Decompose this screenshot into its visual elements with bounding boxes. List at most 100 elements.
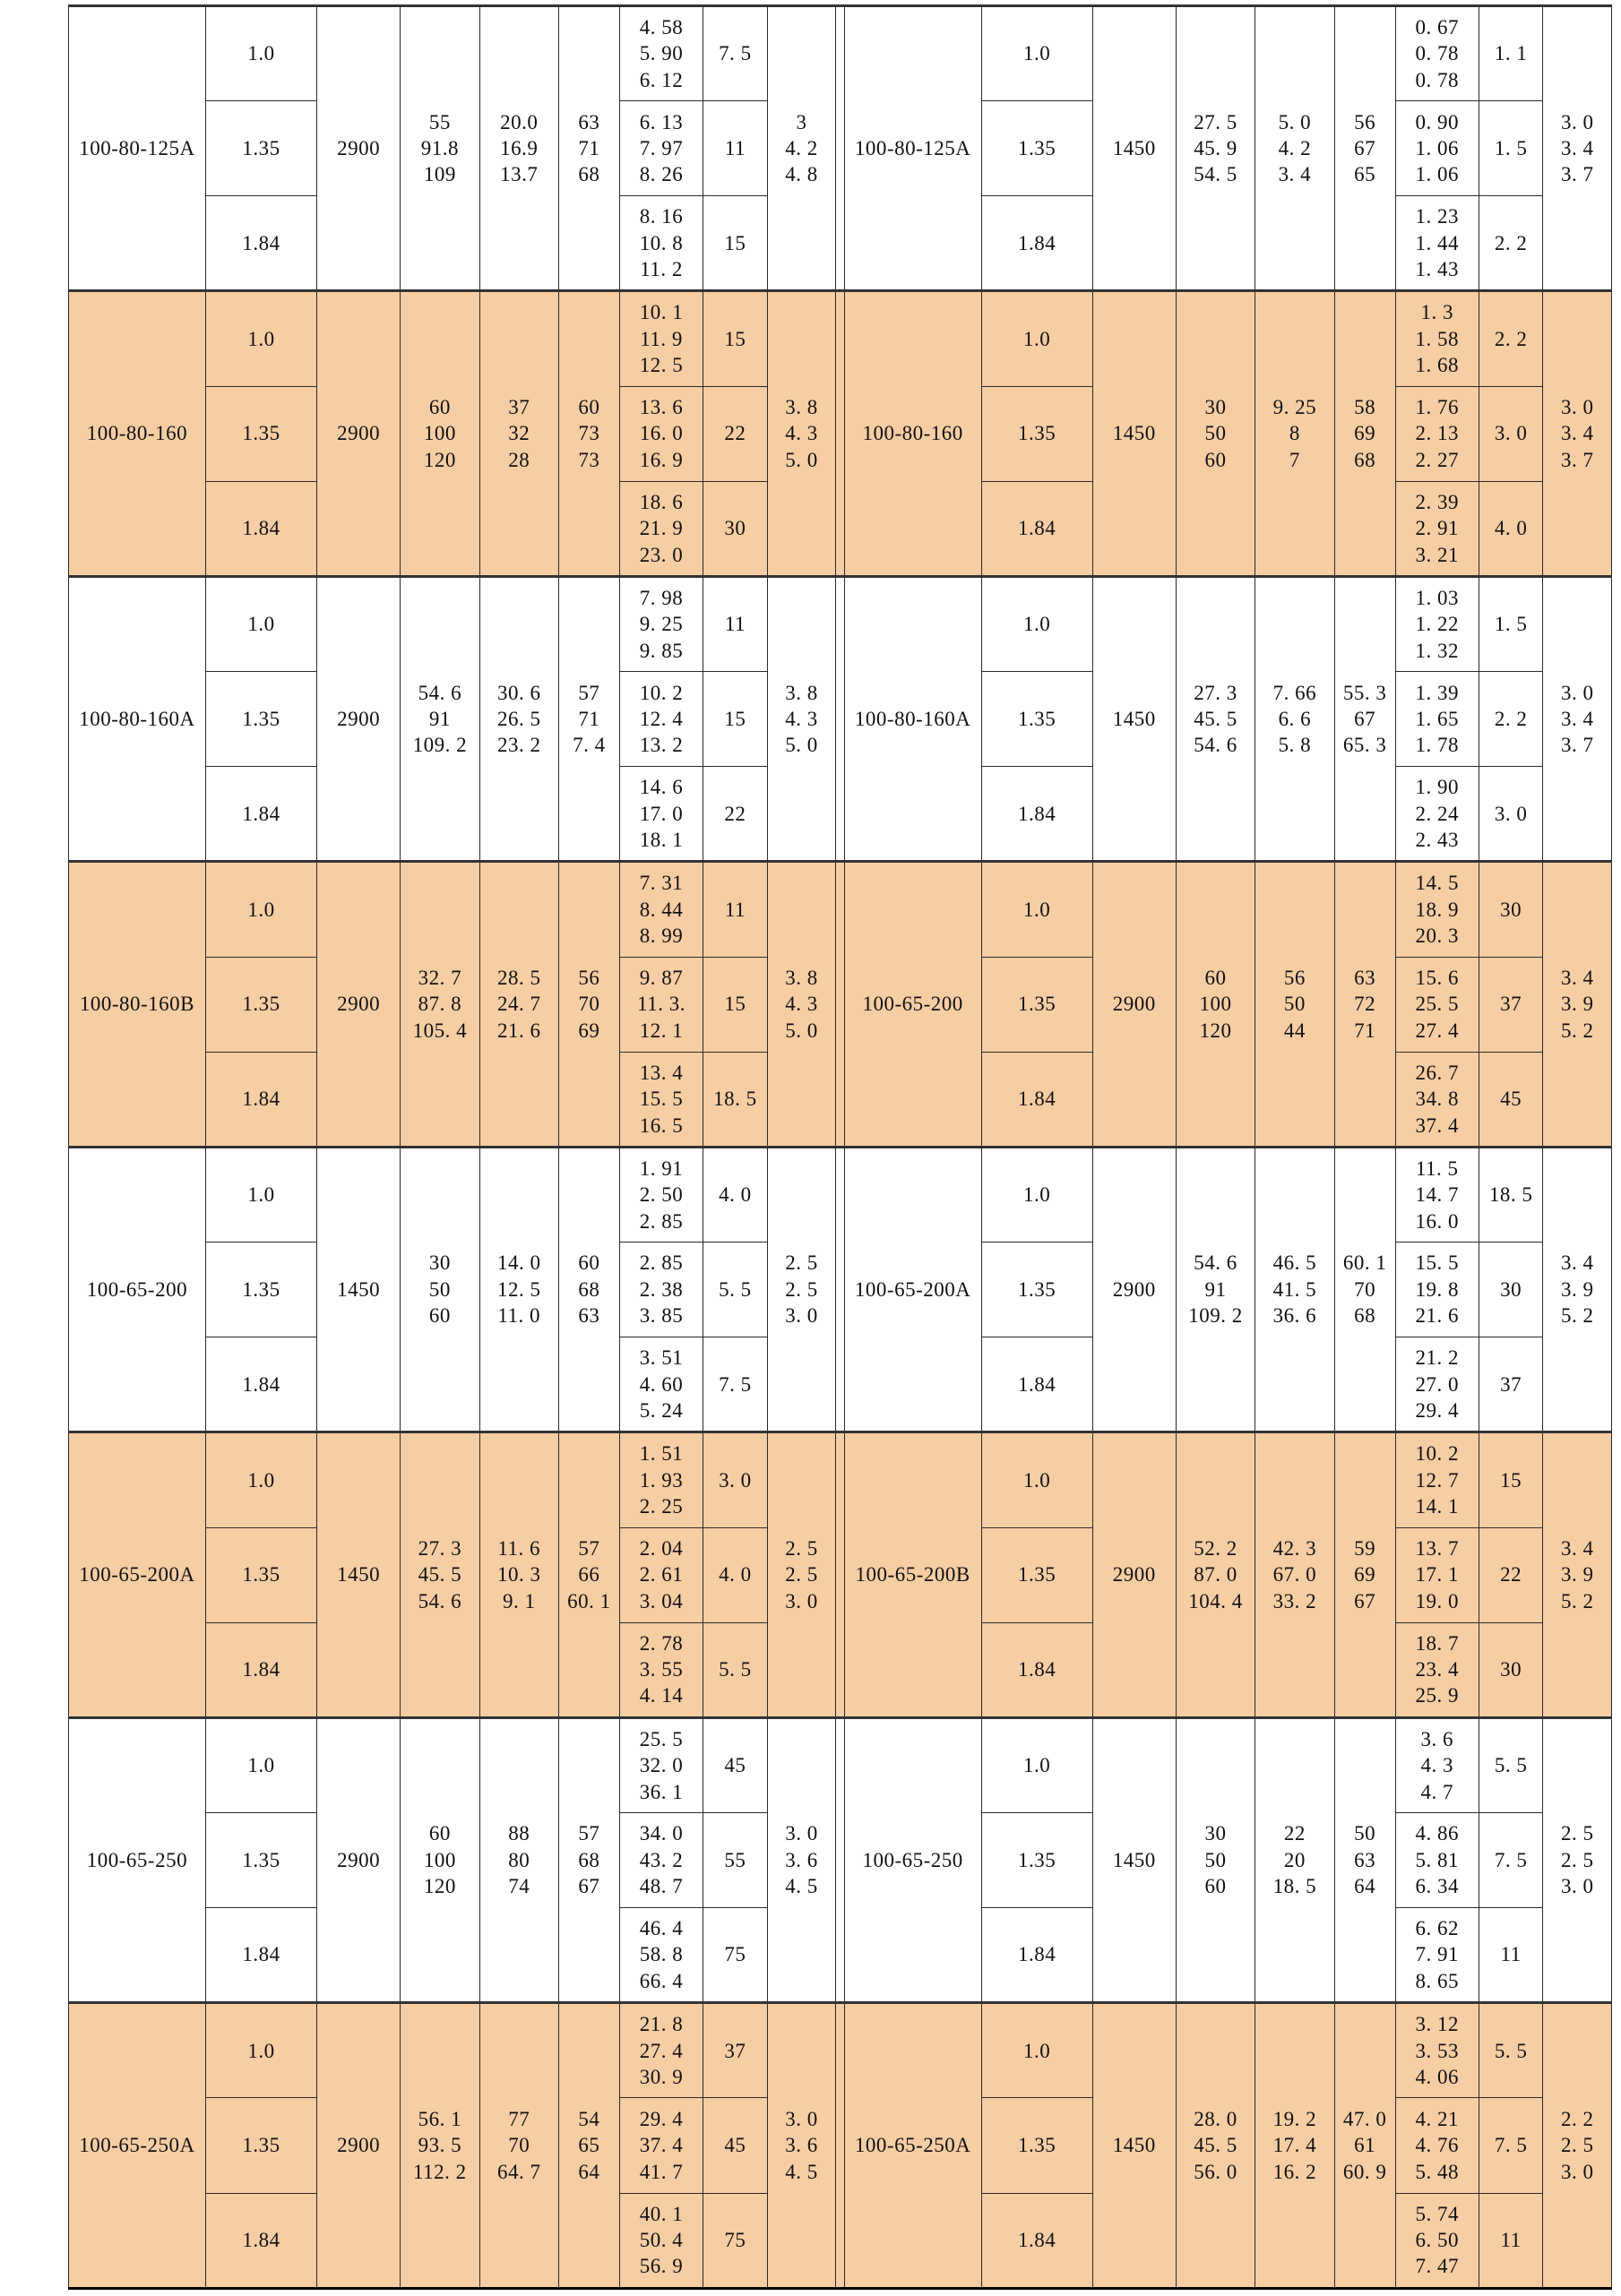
value-line: 67: [1354, 707, 1376, 730]
capacity-cell-left: 55 91.8 109: [400, 4, 480, 292]
efficiency-cell-right: 56 67 65: [1333, 4, 1396, 292]
npsh-cell-left: 2. 5 2. 5 3. 0: [766, 1145, 837, 1433]
value-line: 3. 4: [1560, 1251, 1594, 1275]
viscosity-cell-right: 1.35: [980, 385, 1093, 482]
viscosity-cell-right: 1.84: [980, 480, 1093, 577]
viscosity-cell-right: 1.84: [980, 1907, 1093, 2004]
viscosity-cell-left: 1.84: [204, 1907, 318, 2004]
viscosity-cell-left: 1.84: [204, 2192, 318, 2289]
value-line: 28. 0: [1194, 2107, 1237, 2130]
value-line: 5. 2: [1560, 1304, 1594, 1328]
viscosity-cell-right: 1.0: [980, 1431, 1093, 1528]
value-line: 14. 1: [1415, 1495, 1459, 1518]
power-cell-right: 4. 86 5. 81 6. 34: [1394, 1811, 1479, 1909]
power-cell-right: 1. 03 1. 22 1. 32: [1394, 574, 1479, 673]
value-line: 60: [578, 1251, 600, 1275]
value-line: 23. 0: [639, 543, 684, 566]
value-line: 64: [578, 2160, 600, 2183]
speed-cell-left: 2900: [316, 4, 401, 292]
value-line: 11. 5: [1415, 1157, 1459, 1180]
power-cell-left: 29. 4 37. 4 41. 7: [618, 2097, 704, 2194]
speed-cell-right: 2900: [1091, 1431, 1177, 1718]
value-line: 50: [1283, 993, 1306, 1016]
value-line: 8. 26: [639, 163, 684, 186]
motor-cell-left: 7. 5: [703, 4, 768, 102]
motor-cell-left: 7. 5: [703, 1337, 768, 1433]
value-line: 60. 1: [1342, 1251, 1387, 1275]
value-line: 3. 8: [785, 681, 818, 704]
value-line: 1. 51: [639, 1442, 684, 1466]
value-line: 1. 78: [1415, 734, 1459, 757]
value-line: 63: [578, 110, 600, 133]
value-line: 3. 21: [1415, 543, 1459, 566]
model-cell-left: 100-80-160: [68, 289, 206, 577]
value-line: 60: [428, 396, 451, 419]
npsh-cell-right: 3. 4 3. 9 5. 2: [1542, 860, 1612, 1148]
viscosity-cell-right: 1.84: [980, 1337, 1093, 1433]
value-line: 5. 0: [1278, 110, 1312, 133]
head-cell-left: 20.0 16.9 13.7: [479, 4, 559, 292]
value-line: 91: [1204, 1277, 1227, 1301]
value-line: 1. 23: [1415, 205, 1459, 228]
value-line: 1. 06: [1415, 137, 1459, 160]
viscosity-cell-right: 1.35: [980, 100, 1093, 197]
motor-cell-right: 3. 0: [1478, 766, 1544, 863]
value-line: 45. 5: [1194, 707, 1237, 730]
table-row: 100-80-160A 1.0 2900 54. 6 91 109. 2 30. 6 26. …: [68, 574, 1612, 863]
value-line: 10. 2: [639, 681, 684, 704]
table-row: 1.35 34. 0 43. 2 48. 7 55 1.35 4. 86 5. 81 6. 34…: [69, 1811, 1612, 1909]
viscosity-cell-right: 1.35: [980, 1526, 1093, 1623]
half-divider: [835, 4, 845, 292]
value-line: 12. 5: [639, 354, 684, 377]
half-divider: [835, 2001, 845, 2289]
value-line: 4. 5: [785, 1875, 818, 1898]
value-line: 36. 1: [639, 1780, 684, 1803]
head-cell-right: 5. 0 4. 2 3. 4: [1255, 4, 1335, 292]
motor-cell-left: 11: [703, 100, 768, 197]
value-line: 3. 0: [785, 2107, 818, 2130]
model-cell-left: 100-80-160B: [68, 860, 206, 1148]
value-line: 4. 3: [1420, 1754, 1453, 1777]
motor-cell-right: 2. 2: [1478, 289, 1544, 387]
motor-cell-left: 45: [703, 2097, 768, 2194]
viscosity-cell-left: 1.84: [204, 1051, 318, 1148]
head-cell-left: 88 80 74: [479, 1716, 559, 2004]
efficiency-cell-left: 63 71 68: [557, 4, 620, 292]
power-cell-right: 10. 2 12. 7 14. 1: [1394, 1431, 1479, 1528]
value-line: 67: [578, 1875, 600, 1898]
power-cell-right: 15. 5 19. 8 21. 6: [1394, 1242, 1479, 1338]
value-line: 64. 7: [496, 2160, 541, 2183]
value-line: 54. 6: [418, 1589, 462, 1612]
table-row: 100-65-250 1.0 2900 60 100 120 88 80 74 57 68 67 25.…: [68, 1716, 1612, 2004]
motor-cell-left: 5. 5: [703, 1621, 768, 1718]
value-line: 6. 6: [1278, 707, 1312, 730]
power-cell-left: 3. 51 4. 60 5. 24: [618, 1337, 704, 1433]
power-cell-left: 7. 31 8. 44 8. 99: [618, 860, 704, 958]
value-line: 13.7: [500, 163, 539, 186]
value-line: 27. 4: [639, 2039, 684, 2062]
model-cell-right: 100-80-125A: [843, 4, 982, 292]
value-line: 3. 4: [1278, 163, 1312, 186]
value-line: 57: [578, 1536, 600, 1560]
value-line: 112. 2: [413, 2160, 467, 2183]
power-cell-right: 1. 76 2. 13 2. 27: [1394, 385, 1479, 482]
value-line: 21. 6: [1415, 1304, 1459, 1328]
viscosity-cell-left: 1.0: [204, 289, 318, 387]
value-line: 11. 2: [640, 258, 683, 281]
value-line: 3. 04: [639, 1589, 684, 1612]
viscosity-cell-right: 1.0: [980, 289, 1093, 387]
viscosity-cell-left: 1.0: [204, 1431, 318, 1528]
value-line: 63: [1354, 966, 1376, 989]
speed-cell-right: 1450: [1091, 1716, 1177, 2004]
speed-cell-left: 2900: [316, 2001, 401, 2289]
value-line: 15. 6: [1415, 966, 1459, 989]
value-line: 10. 1: [639, 301, 684, 324]
value-line: 2. 78: [639, 1631, 684, 1655]
npsh-cell-left: 2. 5 2. 5 3. 0: [766, 1431, 837, 1718]
value-line: 3. 0: [785, 1822, 818, 1845]
value-line: 23. 2: [496, 734, 541, 757]
value-line: 91: [428, 707, 451, 730]
viscosity-cell-left: 1.35: [204, 1242, 318, 1338]
value-line: 7: [1289, 448, 1300, 471]
